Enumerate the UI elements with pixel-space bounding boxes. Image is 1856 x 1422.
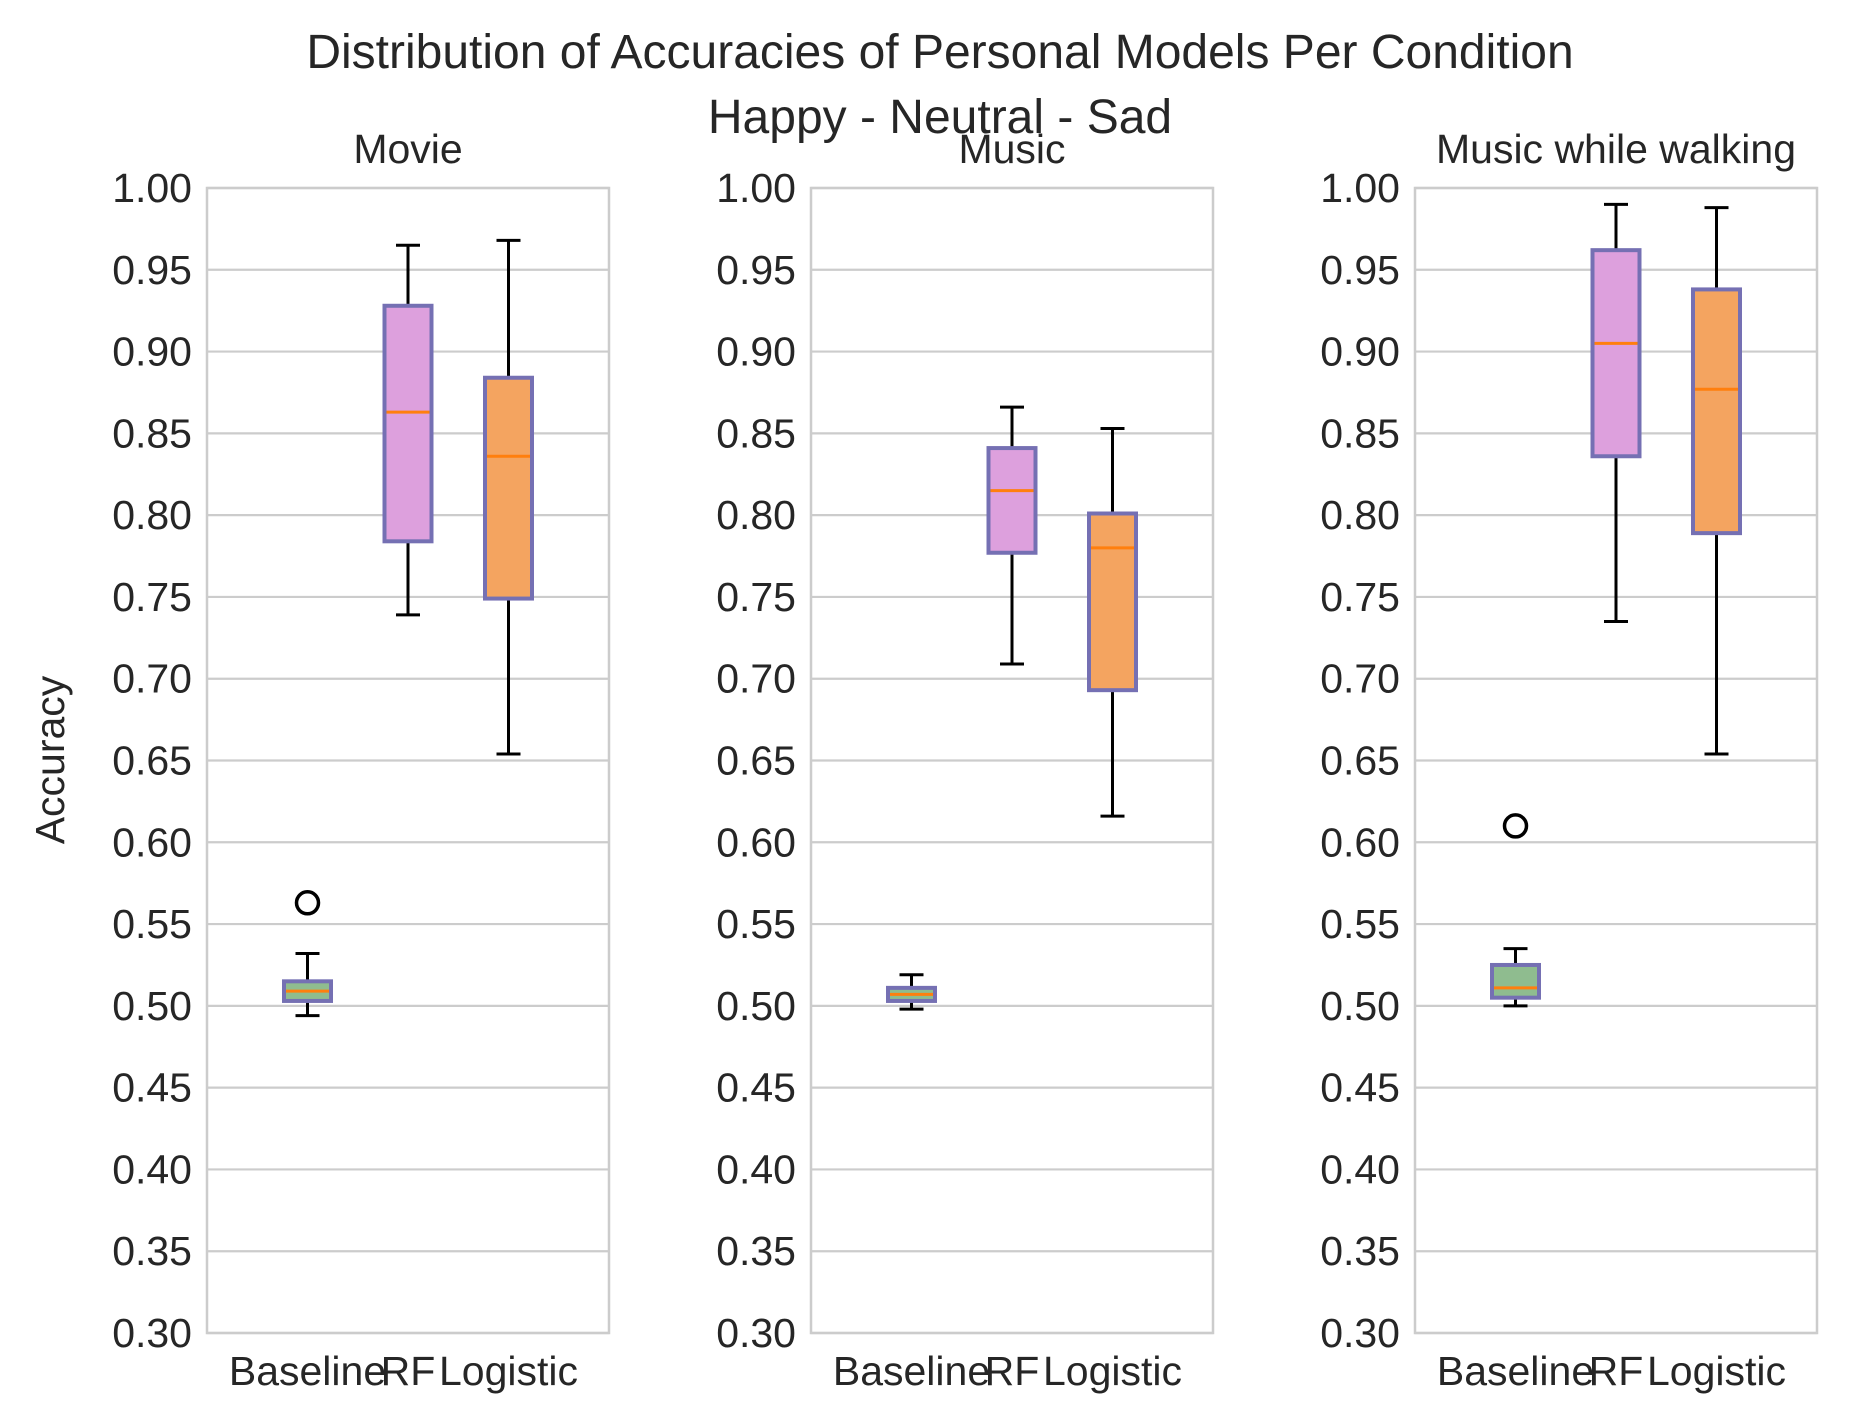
y-tick-label: 0.60 — [716, 819, 796, 865]
box-rf — [1590, 202, 1642, 623]
y-tick-label: 0.70 — [112, 656, 192, 702]
x-category-label: Baseline — [229, 1348, 386, 1394]
y-tick-label: 0.85 — [1320, 410, 1400, 456]
y-tick-label: 1.00 — [112, 165, 192, 211]
y-tick-label: 0.45 — [716, 1065, 796, 1111]
figure-subtitle: Happy - Neutral - Sad — [708, 91, 1172, 144]
y-tick-label: 0.35 — [716, 1228, 796, 1274]
x-category-label: RF — [1589, 1348, 1644, 1394]
y-tick-label: 0.75 — [716, 574, 796, 620]
y-tick-label: 0.50 — [112, 983, 192, 1029]
y-tick-label: 0.80 — [716, 492, 796, 538]
iqr-box — [986, 446, 1038, 555]
x-category-label: Baseline — [1437, 1348, 1594, 1394]
y-tick-label: 0.35 — [1320, 1228, 1400, 1274]
y-tick-label: 0.65 — [112, 738, 192, 784]
box-rf — [382, 243, 434, 617]
x-category-label: RF — [381, 1348, 436, 1394]
y-tick-label: 0.95 — [112, 247, 192, 293]
y-tick-label: 0.85 — [112, 410, 192, 456]
axes-frame — [205, 186, 611, 1335]
y-tick-label: 0.95 — [716, 247, 796, 293]
iqr-box — [1590, 248, 1642, 459]
y-tick-label: 0.45 — [112, 1065, 192, 1111]
axes-frame — [809, 186, 1215, 1335]
y-tick-label: 0.50 — [1320, 983, 1400, 1029]
y-axis-label: Accuracy — [27, 675, 73, 844]
panel-music-while-walking: 0.30 0.35 0.40 0.45 0.50 0.55 0.60 0.65 0.70 0.75… — [1320, 126, 1819, 1394]
y-tick-label: 1.00 — [1320, 165, 1400, 211]
iqr-box — [1087, 511, 1138, 693]
iqr-box — [483, 375, 534, 601]
box-baseline — [1490, 813, 1541, 1008]
x-category-label: Baseline — [833, 1348, 990, 1394]
y-tick-label: 1.00 — [716, 165, 796, 211]
y-tick-label: 0.90 — [112, 329, 192, 375]
panel-title: Music — [958, 126, 1065, 172]
y-tick-label: 0.65 — [716, 738, 796, 784]
y-tick-label: 0.60 — [112, 819, 192, 865]
y-tick-label: 0.55 — [112, 901, 192, 947]
y-tick-label: 0.80 — [1320, 492, 1400, 538]
panels-group: 0.30 0.35 0.40 0.45 0.50 0.55 0.60 0.65 0.70 0.75… — [112, 126, 1819, 1394]
y-tick-label: 0.30 — [1320, 1310, 1400, 1356]
outlier-point — [1502, 813, 1529, 839]
box-rf — [986, 405, 1038, 666]
iqr-box — [1490, 962, 1541, 1000]
y-tick-label: 0.30 — [716, 1310, 796, 1356]
iqr-box — [382, 303, 434, 544]
y-tick-label: 0.85 — [716, 410, 796, 456]
y-tick-label: 0.90 — [716, 329, 796, 375]
box-logistic — [1087, 426, 1138, 818]
x-category-label: RF — [985, 1348, 1040, 1394]
panel-title: Movie — [353, 126, 462, 172]
y-tick-label: 0.80 — [112, 492, 192, 538]
y-tick-label: 0.90 — [1320, 329, 1400, 375]
y-tick-label: 0.55 — [716, 901, 796, 947]
box-logistic — [483, 238, 534, 756]
x-category-label: Logistic — [1647, 1348, 1786, 1394]
outlier-point — [294, 890, 321, 916]
box-logistic — [1691, 206, 1742, 756]
y-tick-label: 0.35 — [112, 1228, 192, 1274]
y-tick-label: 0.30 — [112, 1310, 192, 1356]
panel-music: 0.30 0.35 0.40 0.45 0.50 0.55 0.60 0.65 0.70 0.75… — [716, 126, 1215, 1394]
panel-title: Music while walking — [1436, 126, 1796, 172]
y-tick-label: 0.40 — [1320, 1146, 1400, 1192]
y-tick-label: 0.40 — [716, 1146, 796, 1192]
y-tick-label: 0.75 — [1320, 574, 1400, 620]
iqr-box — [1691, 287, 1742, 536]
y-tick-label: 0.70 — [716, 656, 796, 702]
y-tick-label: 0.45 — [1320, 1065, 1400, 1111]
figure-title: Distribution of Accuracies of Personal M… — [306, 26, 1573, 79]
y-tick-label: 0.60 — [1320, 819, 1400, 865]
y-tick-label: 0.50 — [716, 983, 796, 1029]
y-tick-label: 0.95 — [1320, 247, 1400, 293]
y-tick-label: 0.40 — [112, 1146, 192, 1192]
box-baseline — [282, 890, 333, 1018]
box-baseline — [886, 973, 937, 1011]
x-category-label: Logistic — [1043, 1348, 1182, 1394]
y-tick-label: 0.65 — [1320, 738, 1400, 784]
panel-movie: 0.30 0.35 0.40 0.45 0.50 0.55 0.60 0.65 0.70 0.75… — [112, 126, 611, 1394]
y-tick-label: 0.70 — [1320, 656, 1400, 702]
y-tick-label: 0.55 — [1320, 901, 1400, 947]
x-category-label: Logistic — [439, 1348, 578, 1394]
y-tick-label: 0.75 — [112, 574, 192, 620]
axes-frame — [1413, 186, 1819, 1335]
